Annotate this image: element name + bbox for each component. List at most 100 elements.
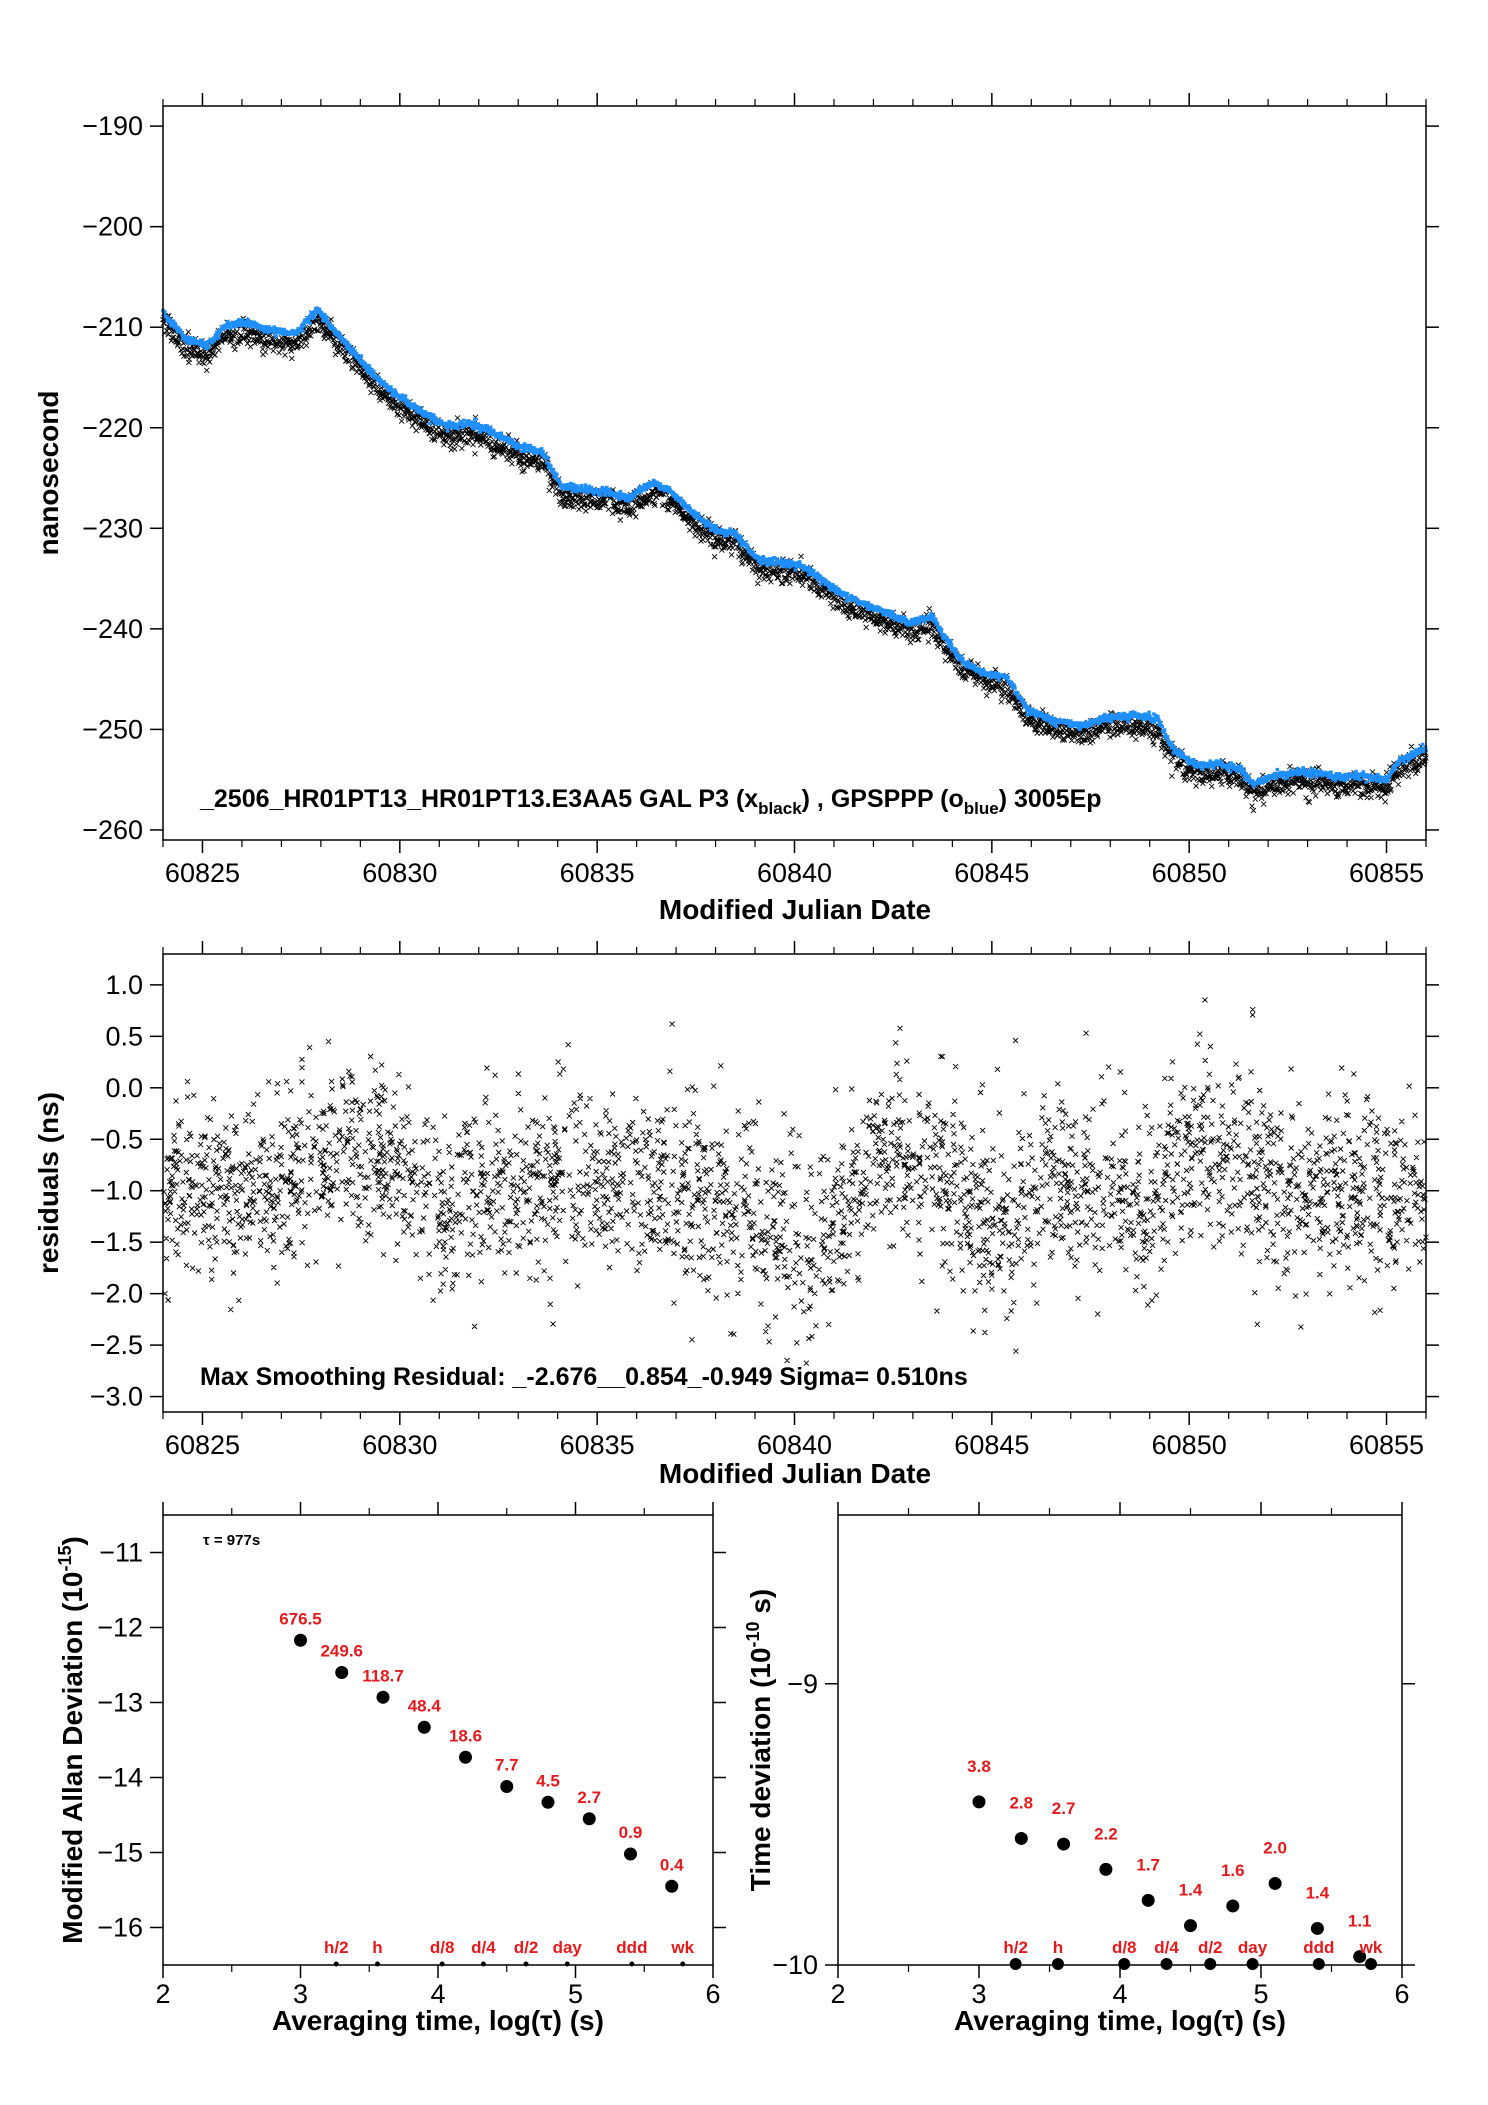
tdev-marker-label: day [1238, 1938, 1268, 1957]
mdev-marker [439, 1961, 445, 1967]
mdev-ticks: 2 3 4 5 6 −11 −12 −13 −14 −15 −16 [97, 1502, 726, 2009]
mdev-marker-label: d/4 [471, 1938, 496, 1957]
timeseries-annotation-sub2: blue [964, 799, 999, 818]
timeseries-data-points [160, 306, 1429, 814]
timeseries-ytick-label: −220 [82, 413, 143, 443]
residuals-ytick-label: −2.5 [90, 1330, 143, 1360]
residuals-ytick-label: 0.5 [105, 1021, 143, 1051]
residuals-ylabel: residuals (ns) [33, 1092, 64, 1274]
mdev-xtick-label: 6 [705, 1979, 720, 2009]
mdev-ylabel-main: Modified Allan Deviation (10 [57, 1572, 88, 1944]
tdev-marker [1160, 1958, 1173, 1970]
mdev-panel: 2 3 4 5 6−11−12−13−14−15−16 676.5249.6118.74… [55, 1502, 726, 2036]
residuals-data-points [161, 997, 1429, 1367]
residuals-ytick-label: −3.0 [90, 1382, 143, 1412]
tdev-ylabel-end: s) [745, 1589, 776, 1622]
mdev-ytick-label: −13 [97, 1688, 143, 1718]
mdev-point-label: 676.5 [279, 1609, 322, 1628]
timeseries-xtick-label: 60830 [362, 858, 437, 888]
timeseries-ytick-label: −200 [82, 212, 143, 242]
timeseries-ytick-label: −210 [82, 312, 143, 342]
tdev-point-label: 1.6 [1221, 1861, 1245, 1880]
timeseries-panel: 60825 60830 60835 60840 60845 60850 60855 −190 −… [33, 93, 1439, 925]
tdev-point-label: 1.1 [1348, 1912, 1372, 1931]
residuals-ytick-label: 0.0 [105, 1073, 143, 1103]
tdev-marker-label: d/8 [1112, 1938, 1137, 1957]
mdev-xlabel: Averaging time, log(τ) (s) [272, 2005, 604, 2036]
mdev-xtick-label: 2 [155, 1979, 170, 2009]
tdev-point [1014, 1831, 1028, 1845]
tdev-point [1268, 1876, 1282, 1890]
mdev-tau-note: τ = 977s [203, 1532, 260, 1549]
tdev-ytick-label: −9 [787, 1669, 818, 1699]
tdev-point [1099, 1862, 1113, 1876]
residuals-xtick-label: 60835 [560, 1430, 635, 1460]
mdev-marker [629, 1961, 635, 1967]
residuals-xtick-label: 60840 [757, 1430, 832, 1460]
tdev-xlabel: Averaging time, log(τ) (s) [954, 2005, 1286, 2036]
tdev-xtick-label: 5 [1253, 1979, 1268, 2009]
tdev-xtick-label: 3 [971, 1979, 986, 2009]
timeseries-ticks: 60825 60830 60835 60840 60845 60850 60855 −190 −… [82, 93, 1439, 888]
timeseries-xtick-label: 60850 [1152, 858, 1227, 888]
mdev-point [665, 1879, 679, 1893]
residuals-xlabel: Modified Julian Date [659, 1458, 931, 1489]
tdev-marker-label: d/2 [1198, 1938, 1223, 1957]
mdev-point-label: 118.7 [362, 1666, 404, 1685]
mdev-marker-label: day [553, 1938, 583, 1957]
tdev-point [1353, 1950, 1367, 1964]
residuals-annotation: Max Smoothing Residual: _-2.676__0.854_-… [200, 1363, 968, 1391]
tdev-point [1057, 1837, 1071, 1851]
residuals-ticks: 60825 60830 60835 60840 60845 60850 60855 1.0 0.… [90, 941, 1439, 1460]
mdev-marker-label: d/2 [514, 1938, 539, 1957]
mdev-point-label: 2.7 [577, 1788, 601, 1807]
timeseries-xtick-label: 60845 [954, 858, 1029, 888]
mdev-marker [333, 1961, 339, 1967]
tdev-marker-label: h [1053, 1938, 1063, 1957]
timeseries-annotation: _2506_HR01PT13_HR01PT13.E3AA5 GAL P3 (xb… [199, 785, 1102, 818]
mdev-marker-label: h [372, 1938, 382, 1957]
mdev-marker [375, 1961, 380, 1967]
tdev-point [1226, 1899, 1240, 1913]
tdev-point [1310, 1921, 1324, 1935]
tdev-point-label: 2.8 [1009, 1793, 1033, 1812]
mdev-marker [523, 1961, 529, 1967]
residuals-xtick-label: 60855 [1349, 1430, 1424, 1460]
residuals-xtick-label: 60850 [1152, 1430, 1227, 1460]
timeseries-annotation-sub1: black [758, 799, 802, 818]
mdev-data-points: 676.5 249.6 118.748.4 18.6 7.7 4.5 2.7 0.9 0.4 h/… [279, 1609, 695, 1967]
mdev-point [500, 1780, 514, 1793]
mdev-point-label: 18.6 [449, 1726, 482, 1745]
residuals-xtick-label: 60830 [362, 1430, 437, 1460]
tdev-marker-label: wk [1359, 1938, 1383, 1957]
tdev-point [1141, 1893, 1155, 1907]
tdev-marker [1246, 1958, 1259, 1970]
mdev-ylabel-end: ) [57, 1536, 88, 1545]
mdev-marker-label: wk [670, 1938, 694, 1957]
tdev-data-points: 3.8 2.8 2.7 2.2 1.7 1.4 1.6 2.0 1.4 1.1 h/2 h d/8 d/4… [967, 1757, 1383, 1970]
mdev-point-label: 0.9 [619, 1823, 643, 1842]
mdev-point [459, 1750, 472, 1764]
tdev-point-label: 2.2 [1094, 1824, 1118, 1843]
mdev-ylabel: Modified Allan Deviation (10-15) [55, 1536, 88, 1944]
tdev-xtick-label: 6 [1394, 1979, 1409, 2009]
residuals-ytick-label: −0.5 [90, 1124, 143, 1154]
mdev-marker [480, 1961, 486, 1967]
timeseries-frame [162, 105, 1427, 841]
timeseries-xtick-label: 60825 [165, 858, 240, 888]
tdev-point [972, 1795, 986, 1809]
tdev-marker-label: h/2 [1003, 1938, 1028, 1957]
timeseries-xtick-label: 60840 [757, 858, 832, 888]
mdev-ytick-label: −14 [97, 1763, 143, 1793]
tdev-marker-label: ddd [1303, 1938, 1334, 1957]
mdev-point-label: 4.5 [536, 1771, 560, 1790]
timeseries-black-points [160, 307, 1429, 814]
mdev-marker-label: d/8 [430, 1938, 455, 1957]
tdev-marker-label: d/4 [1154, 1938, 1179, 1957]
mdev-point [294, 1633, 307, 1647]
residuals-panel: 60825 60830 60835 60840 60845 60850 60855 1.0 0.… [33, 941, 1439, 1489]
tdev-ylabel-sup: -10 [743, 1621, 763, 1647]
tdev-ticks: 2 3 4 5 6 −9 −10 [772, 1502, 1415, 2009]
mdev-xtick-label: 4 [430, 1979, 445, 2009]
